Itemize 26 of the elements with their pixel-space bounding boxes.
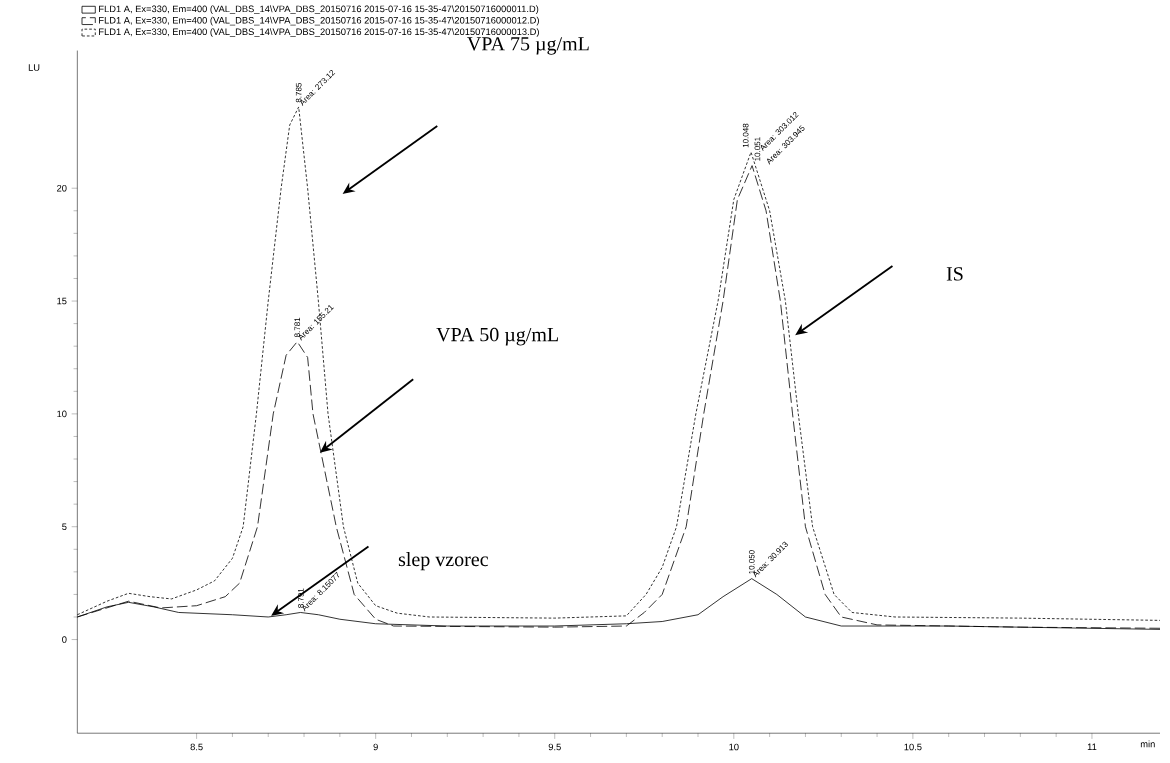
legend-label: FLD1 A, Ex=330, Em=400 (VAL_DBS_14\VPA_DBS_20150716 2015-07-16 15-35-47\20150716000012.D) <box>99 16 539 26</box>
y-tick-label: 20 <box>57 185 67 192</box>
annotation: IS <box>946 267 963 281</box>
legend-label: FLD1 A, Ex=330, Em=400 (VAL_DBS_14\VPA_DBS_20150716 2015-07-16 15-35-47\20150716000013.D) <box>99 28 539 38</box>
annotation: slep vzorec <box>398 552 488 571</box>
y-tick-label: 0 <box>62 636 67 644</box>
annotation: 10.051 <box>754 137 761 161</box>
x-tick-label: 11 <box>1087 743 1097 751</box>
annotation: 8.785 <box>295 83 302 103</box>
annotation: 10.050 <box>748 550 755 574</box>
annotation: VPA 75 µg/mL <box>467 37 589 55</box>
y-tick-label: 5 <box>62 523 67 531</box>
x-axis-title: min <box>1140 740 1155 748</box>
annotation: 8.781 <box>294 317 301 338</box>
x-tick-label: 9 <box>373 743 378 751</box>
x-tick-label: 10 <box>729 743 739 751</box>
annotation: VPA 50 µg/mL <box>436 328 558 346</box>
annotation: 8.791 <box>297 588 304 609</box>
y-tick-label: 10 <box>57 410 67 418</box>
y-tick-label: 15 <box>57 298 67 305</box>
legend-label: FLD1 A, Ex=330, Em=400 (VAL_DBS_14\VPA_DBS_20150716 2015-07-16 15-35-47\20150716000011.D) <box>99 5 539 15</box>
annotation: 10.048 <box>742 123 749 148</box>
x-tick-label: 8.5 <box>190 743 203 751</box>
x-tick-label: 10.5 <box>904 743 922 751</box>
y-axis-title: LU <box>28 64 40 72</box>
x-tick-label: 9.5 <box>548 743 561 751</box>
